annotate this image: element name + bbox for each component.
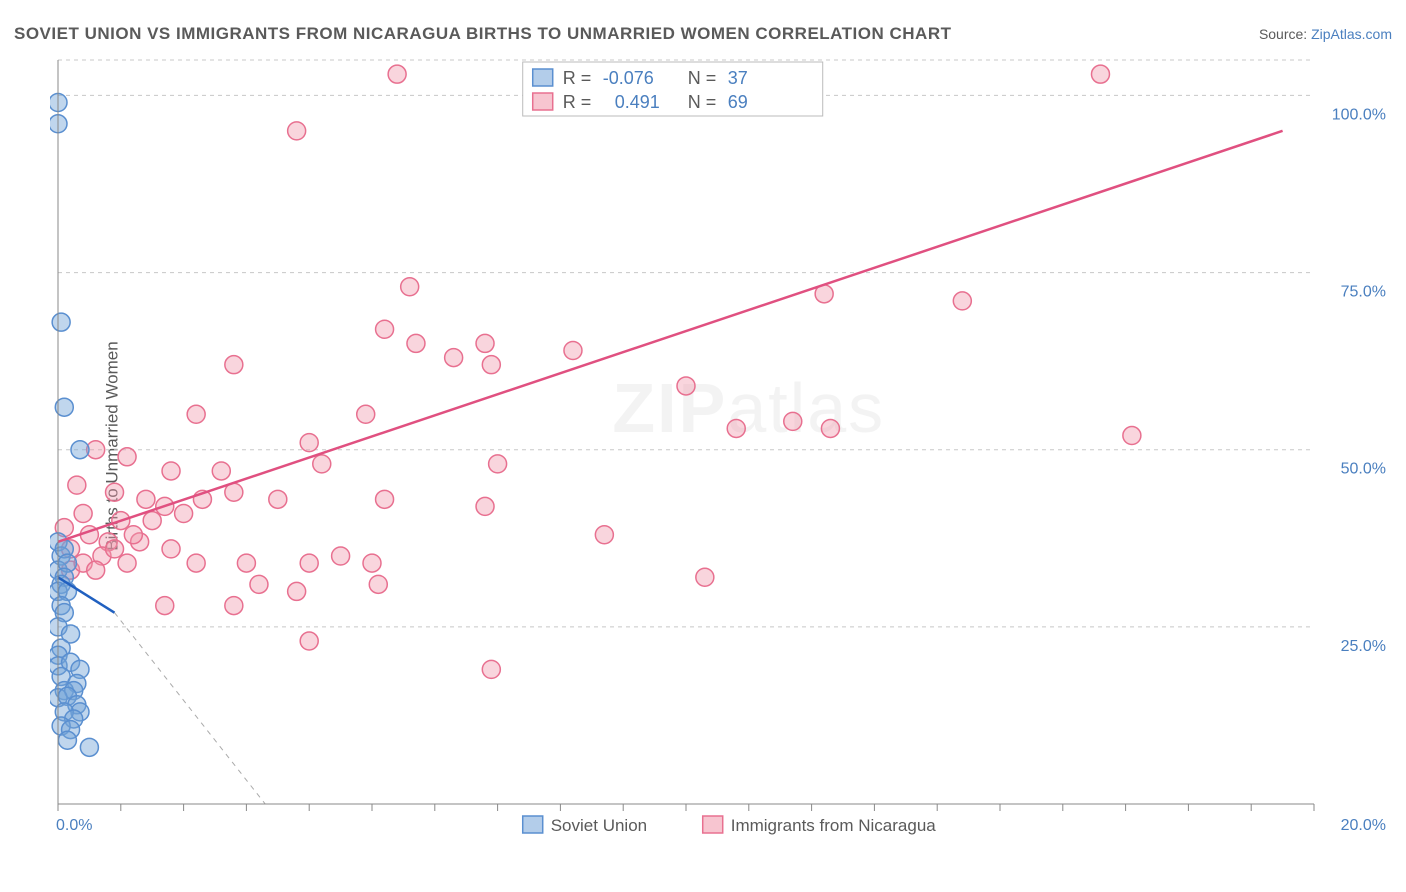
legend-n-value-a: 37 [728,68,748,88]
data-point-b [225,597,243,615]
data-point-b [696,568,714,586]
data-point-b [300,434,318,452]
data-point-b [68,476,86,494]
data-point-b [363,554,381,572]
xlegend-swatch-a [523,816,543,833]
data-point-b [300,632,318,650]
data-point-b [187,554,205,572]
y-tick-label: 25.0% [1341,638,1386,655]
data-point-b [313,455,331,473]
data-point-b [124,526,142,544]
y-tick-label: 50.0% [1341,461,1386,478]
legend-r-value-a: -0.076 [603,68,654,88]
source-attribution: Source: ZipAtlas.com [1259,26,1392,42]
data-point-b [357,405,375,423]
data-point-b [162,540,180,558]
data-point-b [401,278,419,296]
data-point-b [118,554,136,572]
legend-n-label-b: N = [688,92,717,112]
data-point-b [476,334,494,352]
data-point-a [71,441,89,459]
data-point-b [212,462,230,480]
data-point-b [288,582,306,600]
data-point-b [369,575,387,593]
data-point-b [784,412,802,430]
source-link[interactable]: ZipAtlas.com [1311,26,1392,42]
data-point-b [564,342,582,360]
xlegend-label-a: Soviet Union [551,816,647,835]
data-point-a [80,738,98,756]
scatter-plot: 25.0% 50.0% 75.0% 100.0% ZIPatlas 0.0% 20.0% R … [50,52,1392,842]
data-point-b [677,377,695,395]
data-point-b [332,547,350,565]
legend-r-value-b: 0.491 [615,92,660,112]
data-point-b [288,122,306,140]
legend-swatch-a [533,69,553,86]
data-point-b [727,419,745,437]
data-point-b [156,597,174,615]
legend-n-value-b: 69 [728,92,748,112]
data-point-b [175,504,193,522]
data-point-b [250,575,268,593]
data-point-a [52,313,70,331]
data-point-b [143,512,161,530]
data-point-b [74,504,92,522]
watermark: ZIPatlas [612,369,885,447]
data-point-b [1091,65,1109,83]
legend-r-label-b: R = [563,92,592,112]
y-tick-label: 100.0% [1332,106,1386,123]
data-point-b [376,490,394,508]
trend-line-a-ext [115,613,266,804]
data-point-b [118,448,136,466]
data-point-b [162,462,180,480]
data-point-b [225,356,243,374]
data-point-b [106,540,124,558]
chart-title: SOVIET UNION VS IMMIGRANTS FROM NICARAGU… [14,24,952,44]
xlegend-swatch-b [703,816,723,833]
data-point-b [106,483,124,501]
x-tick-label-left: 0.0% [56,817,92,834]
data-point-b [482,356,500,374]
data-point-b [407,334,425,352]
legend-n-label-a: N = [688,68,717,88]
data-point-b [489,455,507,473]
y-tick-label: 75.0% [1341,284,1386,301]
source-prefix: Source: [1259,26,1311,42]
data-point-b [821,419,839,437]
data-point-b [1123,427,1141,445]
trend-line-b [58,131,1283,542]
data-point-b [376,320,394,338]
data-point-b [595,526,613,544]
data-point-b [269,490,287,508]
chart-svg: 25.0% 50.0% 75.0% 100.0% ZIPatlas 0.0% 20.0% R … [50,52,1392,842]
data-point-b [476,497,494,515]
data-point-b [388,65,406,83]
data-point-b [445,349,463,367]
data-point-a [58,731,76,749]
legend-swatch-b [533,93,553,110]
x-tick-label-right: 20.0% [1341,817,1386,834]
data-point-b [300,554,318,572]
legend-r-label-a: R = [563,68,592,88]
data-point-b [237,554,255,572]
xlegend-label-b: Immigrants from Nicaragua [731,816,937,835]
data-point-b [137,490,155,508]
data-point-b [482,660,500,678]
data-point-b [187,405,205,423]
data-point-b [87,561,105,579]
data-point-b [953,292,971,310]
